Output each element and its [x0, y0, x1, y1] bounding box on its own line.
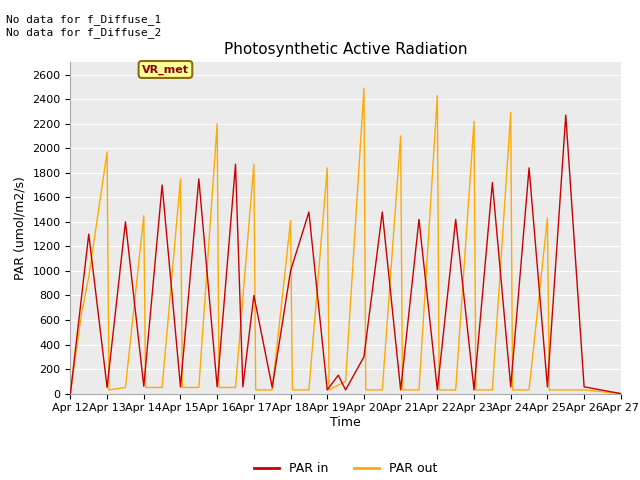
Title: Photosynthetic Active Radiation: Photosynthetic Active Radiation [224, 42, 467, 57]
Text: VR_met: VR_met [142, 64, 189, 74]
Text: No data for f_Diffuse_1
No data for f_Diffuse_2: No data for f_Diffuse_1 No data for f_Di… [6, 14, 162, 38]
Legend: PAR in, PAR out: PAR in, PAR out [249, 457, 442, 480]
Y-axis label: PAR (umol/m2/s): PAR (umol/m2/s) [14, 176, 27, 280]
X-axis label: Time: Time [330, 416, 361, 429]
